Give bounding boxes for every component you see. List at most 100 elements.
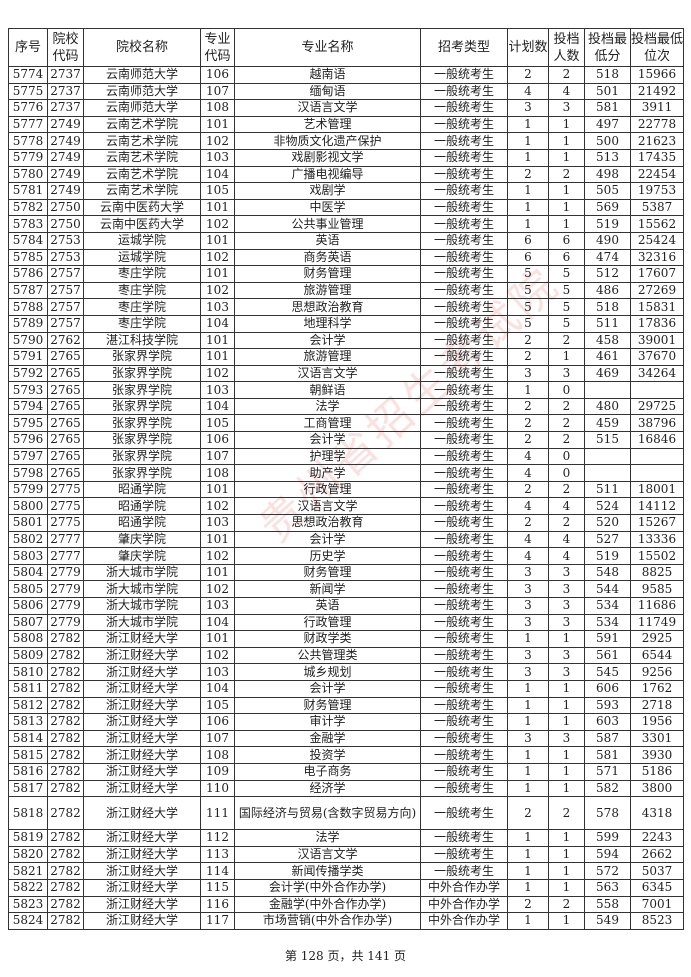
table-row: 5823 2782 浙江财经大学 116 金融学(中外合作办学) 中外合作办学 2 2 558 7… <box>8 895 684 914</box>
cell-seq: 5813 <box>8 713 48 731</box>
cell-admission-type: 中外合作办学 <box>420 912 508 930</box>
cell-min-score: 515 <box>584 431 631 449</box>
cell-major-name: 行政管理 <box>234 613 421 632</box>
cell-plan-count: 2 <box>507 480 549 499</box>
cell-school-name: 浙大城市学院 <box>83 563 201 582</box>
cell-min-score: 558 <box>584 895 631 914</box>
cell-min-rank: 9585 <box>630 580 684 598</box>
cell-major-name: 商务英语 <box>234 248 421 267</box>
cell-admission-type: 一般统考生 <box>420 281 508 300</box>
header-seq: 序号 <box>8 28 48 67</box>
cell-admitted-count: 3 <box>548 597 585 615</box>
cell-major-code: 108 <box>200 99 235 117</box>
cell-min-score: 594 <box>584 845 631 864</box>
cell-plan-count: 2 <box>507 348 549 366</box>
cell-admitted-count: 2 <box>548 331 585 350</box>
cell-school-code: 2782 <box>47 845 84 864</box>
cell-min-score: 513 <box>584 148 631 167</box>
cell-school-code: 2782 <box>47 746 84 764</box>
cell-seq: 5796 <box>8 431 48 449</box>
cell-plan-count: 1 <box>507 198 549 217</box>
cell-major-name: 中医学 <box>234 198 421 217</box>
cell-school-name: 张家界学院 <box>83 414 201 433</box>
cell-plan-count: 1 <box>507 630 549 648</box>
cell-plan-count: 2 <box>507 66 549 84</box>
cell-major-code: 101 <box>200 530 235 549</box>
cell-admission-type: 一般统考生 <box>420 314 508 333</box>
cell-plan-count: 1 <box>507 862 549 880</box>
cell-min-rank: 17836 <box>630 314 684 333</box>
cell-school-code: 2757 <box>47 298 84 316</box>
cell-major-name: 缅甸语 <box>234 82 421 101</box>
table-row: 5789 2757 枣庄学院 104 地理科学 一般统考生 5 5 511 17836 <box>8 314 684 333</box>
cell-major-name: 金融学(中外合作办学) <box>234 895 421 914</box>
cell-plan-count: 4 <box>507 497 549 516</box>
cell-admission-type: 一般统考生 <box>420 66 508 84</box>
cell-major-name: 助产学 <box>234 464 421 482</box>
cell-min-score: 459 <box>584 414 631 433</box>
cell-seq: 5775 <box>8 82 48 101</box>
cell-plan-count: 4 <box>507 82 549 101</box>
cell-min-rank: 17607 <box>630 265 684 283</box>
cell-plan-count: 1 <box>507 381 549 399</box>
cell-min-score: 501 <box>584 82 631 101</box>
cell-major-name: 国际经济与贸易(含数字贸易方向) <box>234 796 421 831</box>
header-min-rank: 投档最低位次 <box>630 28 684 67</box>
table-row: 5781 2749 云南艺术学院 105 戏剧学 一般统考生 1 1 505 19753 <box>8 182 684 200</box>
cell-school-name: 浙江财经大学 <box>83 912 201 930</box>
cell-admission-type: 一般统考生 <box>420 663 508 681</box>
cell-min-score: 599 <box>584 829 631 847</box>
cell-admitted-count: 1 <box>548 215 585 233</box>
cell-admission-type: 一般统考生 <box>420 82 508 101</box>
cell-min-rank: 15966 <box>630 66 684 84</box>
cell-admitted-count: 1 <box>548 148 585 167</box>
cell-min-rank: 37670 <box>630 348 684 366</box>
cell-plan-count: 5 <box>507 314 549 333</box>
cell-min-score <box>584 464 631 482</box>
cell-min-score: 544 <box>584 580 631 598</box>
cell-seq: 5817 <box>8 779 48 798</box>
cell-major-name: 经济学 <box>234 779 421 798</box>
cell-major-name: 汉语言文学 <box>234 497 421 516</box>
cell-admitted-count: 1 <box>548 679 585 698</box>
table-row: 5821 2782 浙江财经大学 114 新闻传播学类 一般统考生 1 1 572 5037 <box>8 862 684 880</box>
table-row: 5800 2775 昭通学院 102 汉语言文学 一般统考生 4 4 524 14112 <box>8 497 684 516</box>
cell-school-code: 2782 <box>47 912 84 930</box>
cell-admission-type: 一般统考生 <box>420 231 508 250</box>
cell-major-code: 101 <box>200 231 235 250</box>
cell-min-rank: 1956 <box>630 713 684 731</box>
cell-major-code: 107 <box>200 447 235 466</box>
cell-admitted-count: 1 <box>548 696 585 715</box>
cell-min-score: 474 <box>584 248 631 267</box>
cell-major-code: 108 <box>200 746 235 764</box>
cell-min-score: 534 <box>584 597 631 615</box>
cell-major-name: 城乡规划 <box>234 663 421 681</box>
cell-major-code: 102 <box>200 364 235 383</box>
cell-min-rank: 25424 <box>630 231 684 250</box>
table-row: 5787 2757 枣庄学院 102 旅游管理 一般统考生 5 5 486 27269 <box>8 281 684 300</box>
cell-major-code: 115 <box>200 878 235 897</box>
cell-admission-type: 一般统考生 <box>420 298 508 316</box>
cell-seq: 5808 <box>8 630 48 648</box>
cell-seq: 5800 <box>8 497 48 516</box>
cell-admission-type: 一般统考生 <box>420 364 508 383</box>
cell-plan-count: 4 <box>507 447 549 466</box>
cell-school-code: 2782 <box>47 729 84 748</box>
header-school-name: 院校名称 <box>83 28 201 67</box>
cell-admitted-count: 1 <box>548 630 585 648</box>
cell-plan-count: 3 <box>507 580 549 598</box>
cell-school-code: 2779 <box>47 613 84 632</box>
cell-plan-count: 2 <box>507 165 549 184</box>
cell-major-name: 艺术管理 <box>234 115 421 134</box>
cell-major-code: 101 <box>200 630 235 648</box>
cell-seq: 5779 <box>8 148 48 167</box>
cell-major-name: 会计学 <box>234 331 421 350</box>
cell-major-name: 旅游管理 <box>234 348 421 366</box>
cell-admitted-count: 5 <box>548 298 585 316</box>
cell-major-code: 103 <box>200 514 235 532</box>
cell-school-name: 云南中医药大学 <box>83 198 201 217</box>
cell-seq: 5782 <box>8 198 48 217</box>
cell-major-name: 非物质文化遗产保护 <box>234 132 421 150</box>
cell-min-score: 518 <box>584 66 631 84</box>
cell-min-score: 606 <box>584 679 631 698</box>
